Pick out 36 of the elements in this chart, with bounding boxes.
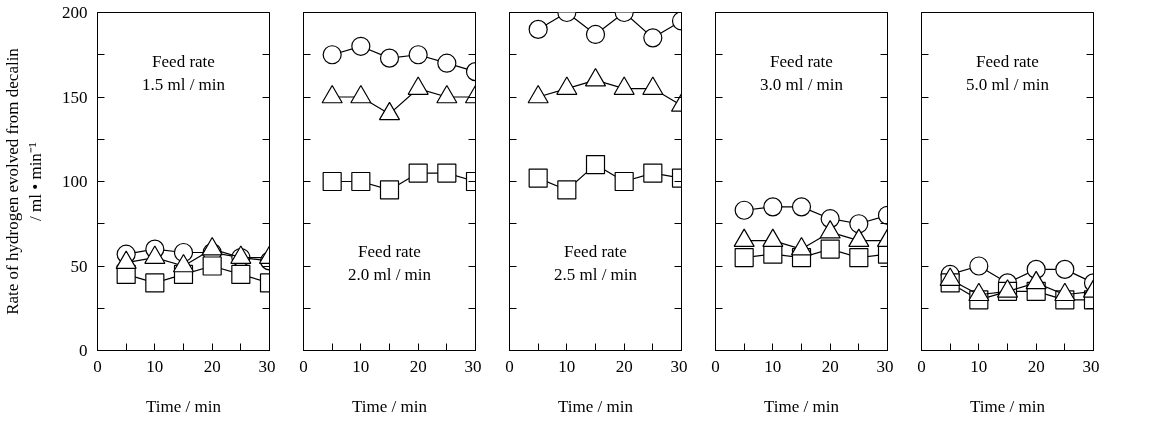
x-tick-label: 10 xyxy=(970,356,988,376)
x-tick-label: 0 xyxy=(93,356,102,376)
x-tick-label: 20 xyxy=(203,356,221,376)
x-tick-label: 20 xyxy=(615,356,633,376)
x-tick-label: 30 xyxy=(258,356,276,376)
y-axis-title: Rate of hydrogen evolved from decalin / ml • min⁻¹ xyxy=(3,47,45,315)
x-tick-label: 10 xyxy=(558,356,576,376)
x-axis-title: Time / min xyxy=(558,396,634,416)
y-tick-label: 200 xyxy=(62,3,88,22)
annotation: Feed rate 5.0 ml / min xyxy=(965,52,1050,95)
annotation: Feed rate 3.0 ml / min xyxy=(759,52,844,95)
x-axis-title: Time / min xyxy=(970,396,1046,416)
x-tick-label: 20 xyxy=(1027,356,1045,376)
x-tick-label: 30 xyxy=(1082,356,1100,376)
x-tick-label: 0 xyxy=(299,356,308,376)
x-tick-label: 30 xyxy=(670,356,688,376)
x-axis-title: Time / min xyxy=(764,396,840,416)
x-tick-label: 0 xyxy=(917,356,926,376)
annotation: Feed rate 1.5 ml / min xyxy=(141,52,226,95)
x-tick-label: 10 xyxy=(352,356,370,376)
annotation: Feed rate 2.5 ml / min xyxy=(553,241,638,284)
x-tick-label: 10 xyxy=(146,356,164,376)
y-tick-label: 50 xyxy=(70,256,88,276)
annotation: Feed rate 2.0 ml / min xyxy=(347,241,432,284)
y-tick-label: 0 xyxy=(79,341,88,360)
x-axis-title: Time / min xyxy=(146,396,222,416)
x-tick-label: 10 xyxy=(764,356,782,376)
y-tick-label: 100 xyxy=(62,172,88,191)
x-axis-title: Time / min xyxy=(352,396,428,416)
x-tick-label: 30 xyxy=(464,356,482,376)
x-tick-label: 0 xyxy=(505,356,514,376)
y-tick-label: 150 xyxy=(62,87,88,107)
x-tick-label: 20 xyxy=(821,356,839,376)
x-tick-label: 0 xyxy=(711,356,720,376)
x-tick-label: 30 xyxy=(876,356,894,376)
x-tick-label: 20 xyxy=(409,356,427,376)
